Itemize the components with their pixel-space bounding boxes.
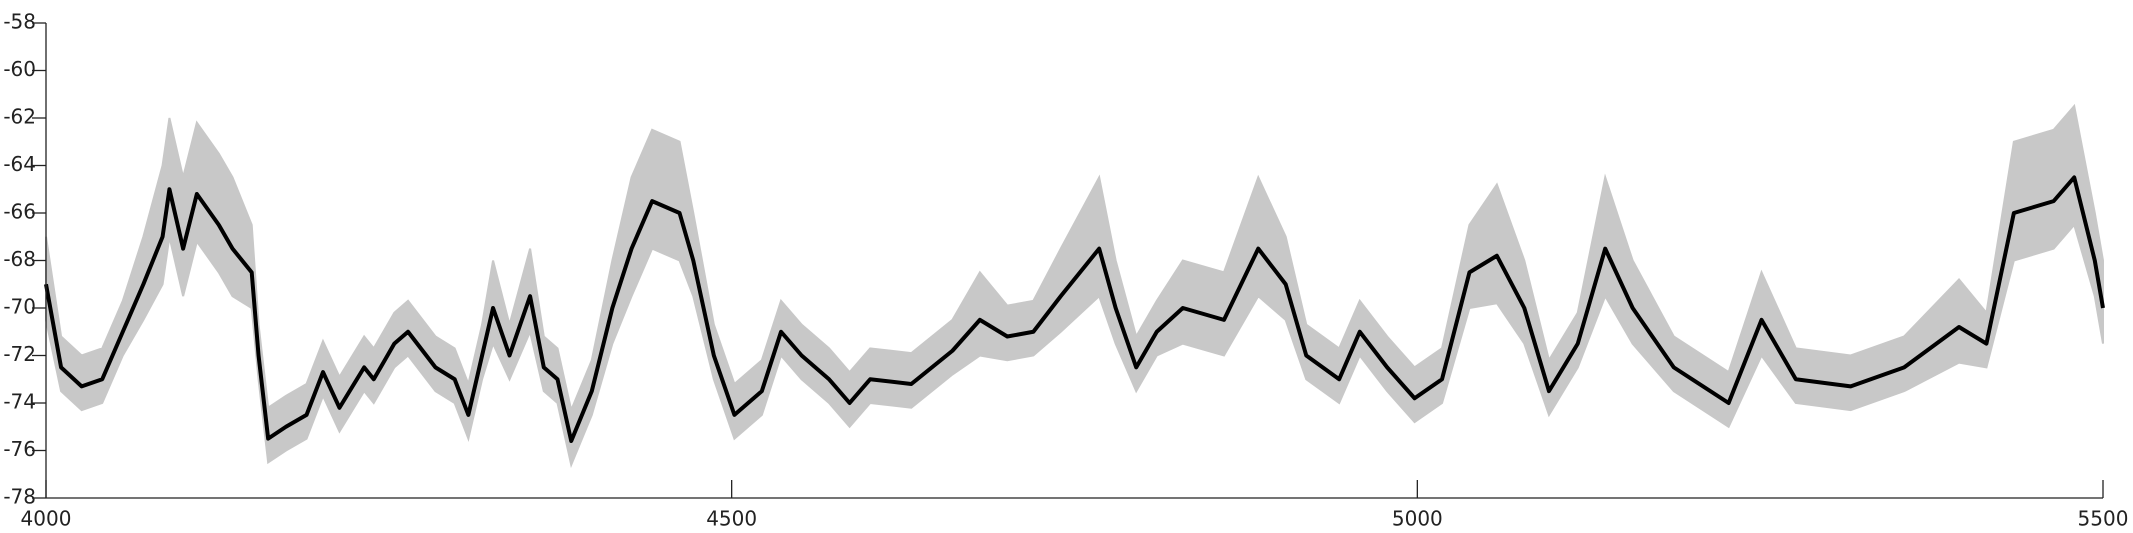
y-tick-label: -72 [3, 342, 36, 366]
y-tick-label: -70 [3, 295, 36, 319]
band [45, 103, 2104, 469]
line [44, 175, 2105, 443]
y-tick-label: -58 [3, 10, 36, 34]
y-tick-label: -78 [3, 485, 36, 509]
x-tick-label: 5500 [2078, 507, 2129, 531]
y-tick-label: -60 [3, 57, 36, 81]
y-tick-label: -64 [3, 152, 36, 176]
x-tick-label: 5000 [1392, 507, 1443, 531]
y-tick-label: -62 [3, 105, 36, 129]
x-tick-label: 4000 [21, 507, 72, 531]
y-tick-label: -74 [3, 390, 36, 414]
y-tick-label: -66 [3, 200, 36, 224]
y-tick-label: -68 [3, 247, 36, 271]
x-tick-label: 4500 [706, 507, 757, 531]
y-tick-label: -76 [3, 437, 36, 461]
